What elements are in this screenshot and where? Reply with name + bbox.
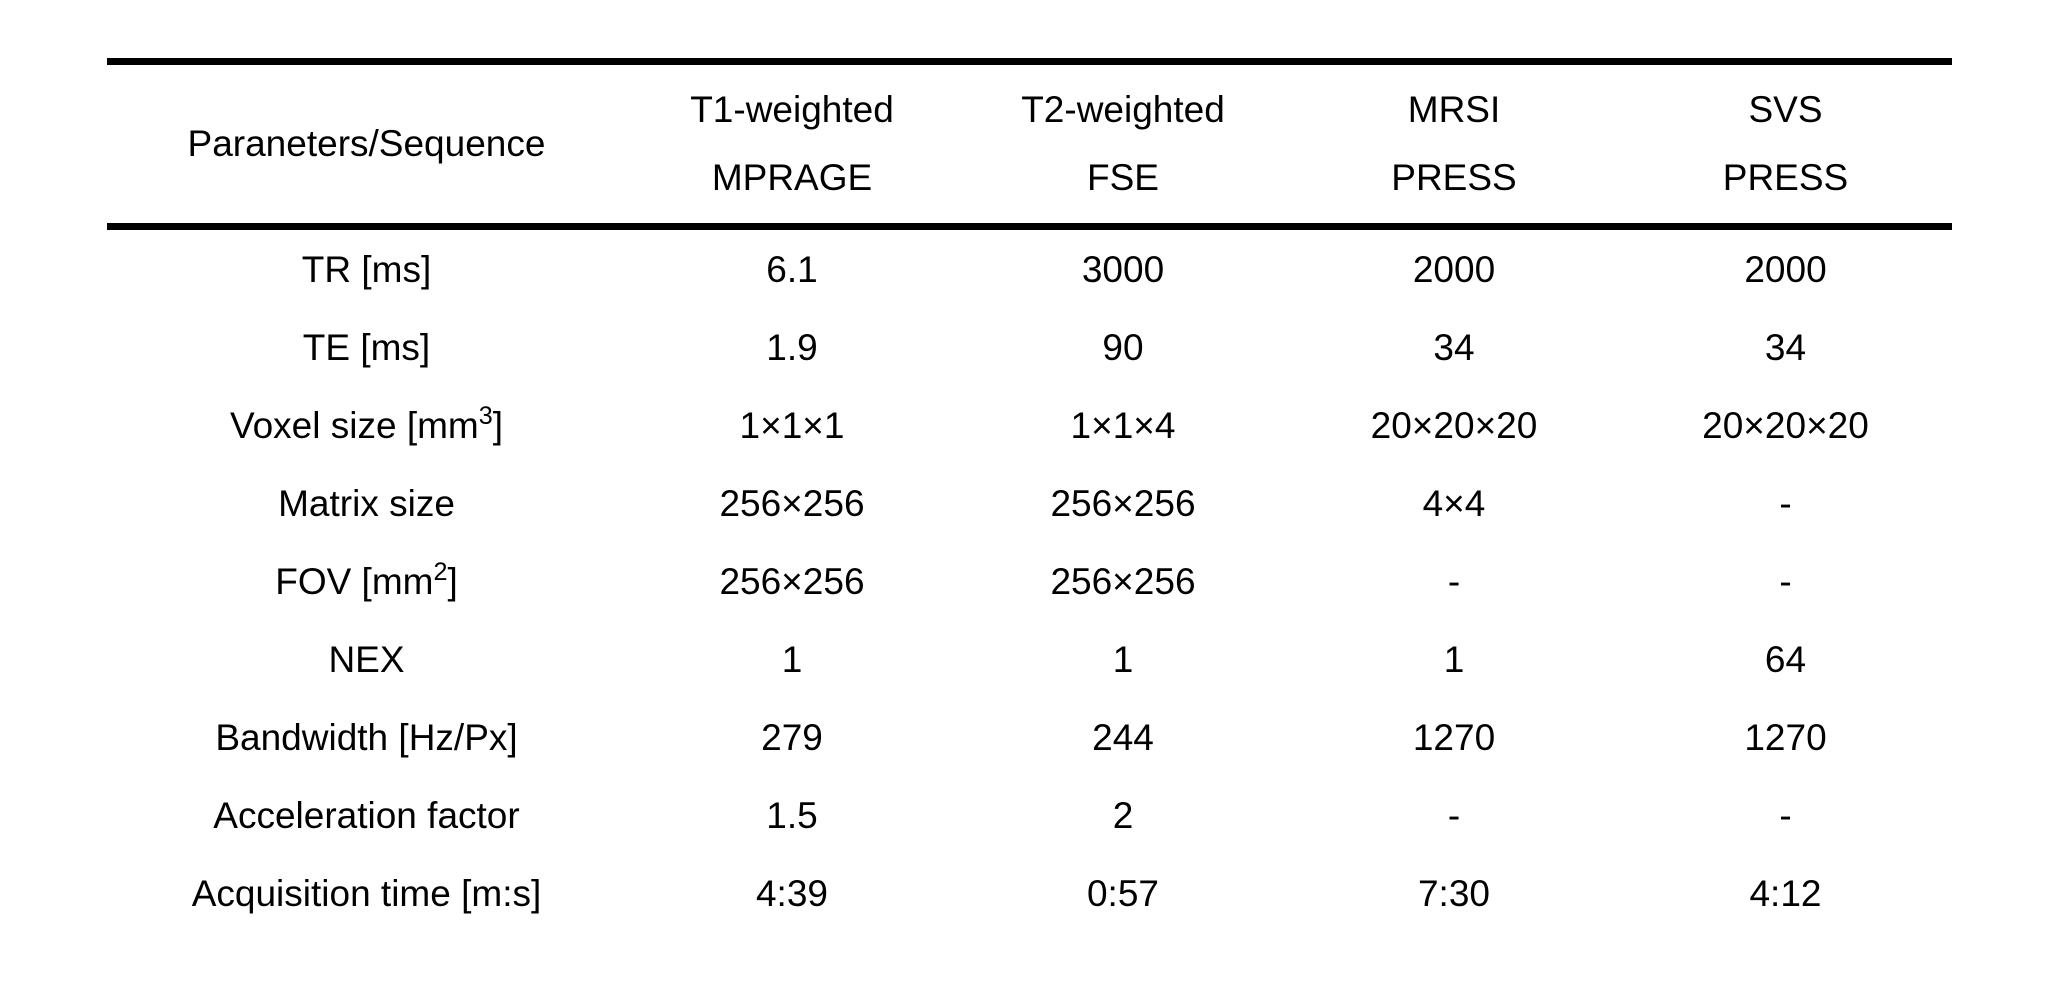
row-label-text: Acquisition time [m:s]: [191, 872, 542, 914]
row-label-text: NEX: [328, 638, 405, 680]
row-label-text: Acceleration factor: [213, 794, 520, 836]
row-label: Bandwidth [Hz/Px]: [107, 698, 627, 776]
row-label-text: TR [ms]: [301, 248, 432, 290]
cell-value: -: [1447, 794, 1461, 836]
cell-value: 4×4: [1422, 482, 1486, 524]
cell-value: 256×256: [719, 560, 865, 602]
cell-value: 1: [1443, 638, 1465, 680]
cell-value: 1: [781, 638, 803, 680]
table-row: TE [ms] 1.9 90 34 34: [107, 308, 1952, 386]
row-label-text: Bandwidth [Hz/Px]: [215, 716, 518, 758]
cell-value: 1×1×4: [1070, 404, 1176, 446]
column-header-line1: T1-weighted: [690, 88, 894, 130]
cell-value: 1×1×1: [739, 404, 845, 446]
cell-value: 279: [761, 716, 823, 758]
cell-value: 7:30: [1417, 872, 1490, 914]
cell-value: 244: [1092, 716, 1154, 758]
cell-value: 2: [1112, 794, 1134, 836]
row-label-text: FOV [mm: [275, 560, 434, 602]
column-header-line2: MPRAGE: [711, 157, 873, 198]
table-row: Acceleration factor 1.5 2 - -: [107, 776, 1952, 854]
cell-value: 3000: [1081, 248, 1165, 290]
row-label: Matrix size: [107, 464, 627, 542]
row-label: TE [ms]: [107, 308, 627, 386]
cell-value: 1270: [1744, 716, 1827, 758]
column-header-t1: T1-weighted MPRAGE: [627, 62, 958, 227]
table-row: Voxel size [mm3] 1×1×1 1×1×4 20×20×20 20×20×…: [107, 386, 1952, 464]
table-body: TR [ms] 6.1 3000 2000 2000 TE [ms] 1.9 90 34 34 Vo…: [107, 227, 1952, 933]
table-row: TR [ms] 6.1 3000 2000 2000: [107, 227, 1952, 309]
cell-value: 256×256: [719, 482, 865, 524]
cell-value: 2000: [1412, 248, 1496, 290]
mri-parameters-table: Paraneters/Sequence T1-weighted MPRAGE T…: [106, 58, 1952, 933]
header-row: Paraneters/Sequence T1-weighted MPRAGE T…: [106, 61, 1952, 227]
param-column-header: Paraneters/Sequence: [107, 62, 627, 227]
table-row: FOV [mm2] 256×256 256×256 - -: [107, 542, 1952, 620]
column-header-line2: PRESS: [1722, 157, 1849, 198]
row-label: NEX: [107, 620, 627, 698]
cell-value: 34: [1764, 326, 1807, 368]
cell-value: 64: [1764, 638, 1807, 680]
column-header-line1: SVS: [1748, 88, 1823, 130]
column-header-svs: SVS PRESS: [1620, 62, 1952, 227]
row-label: TR [ms]: [107, 227, 627, 309]
column-header-mrsi: MRSI PRESS: [1289, 62, 1620, 227]
table-row: NEX 1 1 1 64: [107, 620, 1952, 698]
column-header-line1: T2-weighted: [1021, 88, 1225, 130]
cell-value: 2000: [1744, 248, 1827, 290]
cell-value: 6.1: [766, 248, 818, 290]
row-label-text: ]: [447, 560, 458, 602]
column-header-line2: PRESS: [1391, 157, 1517, 198]
row-label-superscript: 2: [433, 557, 448, 586]
row-label: Acceleration factor: [107, 776, 627, 854]
param-column-label: Paraneters/Sequence: [187, 123, 546, 164]
cell-value: 90: [1102, 326, 1144, 368]
column-header-line2: FSE: [1087, 157, 1159, 198]
row-label: Voxel size [mm3]: [107, 386, 627, 464]
cell-value: 1: [1112, 638, 1134, 680]
cell-value: 0:57: [1086, 872, 1159, 914]
row-label: Acquisition time [m:s]: [107, 854, 627, 932]
cell-value: 4:12: [1749, 872, 1822, 914]
column-header-t2: T2-weighted FSE: [958, 62, 1289, 227]
cell-value: -: [1447, 560, 1461, 602]
cell-value: 256×256: [1050, 482, 1196, 524]
row-label-superscript: 3: [478, 401, 493, 430]
row-label-text: ]: [492, 404, 504, 446]
cell-value: 34: [1433, 326, 1475, 368]
table-row: Acquisition time [m:s] 4:39 0:57 7:30 4:12: [107, 854, 1952, 932]
cell-value: -: [1779, 794, 1792, 836]
row-label-text: Matrix size: [278, 482, 455, 524]
row-label: FOV [mm2]: [107, 542, 627, 620]
table-row: Matrix size 256×256 256×256 4×4 -: [107, 464, 1952, 542]
cell-value: 20×20×20: [1370, 404, 1538, 446]
cell-value: 1270: [1412, 716, 1496, 758]
table-row: Bandwidth [Hz/Px] 279 244 1270 1270: [107, 698, 1952, 776]
cell-value: -: [1779, 560, 1792, 602]
cell-value: 4:39: [755, 872, 828, 914]
cell-value: 1.5: [766, 794, 818, 836]
cell-value: -: [1779, 482, 1792, 524]
cell-value: 256×256: [1050, 560, 1196, 602]
row-label-text: Voxel size [mm: [229, 404, 479, 446]
cell-value: 1.9: [766, 326, 818, 368]
row-label-text: TE [ms]: [302, 326, 431, 368]
cell-value: 20×20×20: [1702, 404, 1869, 446]
column-header-line1: MRSI: [1407, 88, 1501, 130]
